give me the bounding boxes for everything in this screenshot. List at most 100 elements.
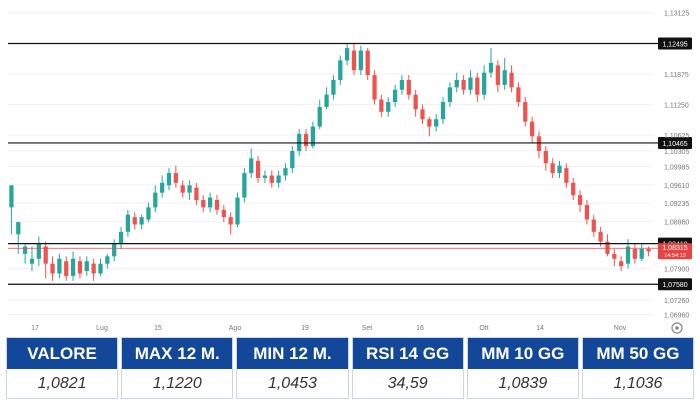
candle [523, 97, 528, 127]
candle [276, 170, 281, 188]
stat-header: VALORE [7, 338, 118, 369]
x-tick-label: 14 [536, 325, 544, 332]
stat-value: 1,0821 [7, 369, 118, 398]
candle [468, 70, 473, 95]
y-tick-label: 1,09610 [664, 183, 689, 190]
level-badge [658, 136, 692, 149]
candle [482, 65, 487, 100]
candle [406, 75, 411, 100]
candle [269, 170, 274, 188]
candle [475, 72, 480, 103]
candle [262, 170, 268, 183]
stat-mm-10gg: MM 10 GG 1,0839 [466, 337, 579, 399]
stat-header: MM 10 GG [467, 338, 578, 369]
stat-mm-50gg: MM 50 GG 1,1036 [581, 337, 695, 399]
candle [488, 48, 494, 78]
candle [619, 256, 624, 272]
y-tick-label: 1,07260 [664, 298, 689, 305]
stat-value: 1,1036 [582, 369, 694, 398]
candle [173, 165, 178, 188]
candle [290, 146, 295, 174]
y-tick-label: 1,11250 [664, 102, 689, 109]
candlestick-series [9, 43, 651, 281]
candle [516, 82, 521, 107]
candle [571, 177, 576, 200]
level-label: 1,12495 [662, 42, 687, 49]
candle [557, 160, 562, 178]
candle [112, 239, 117, 262]
candle [639, 244, 644, 262]
stat-value: 1,0453 [237, 369, 348, 398]
stat-rsi-14gg: RSI 14 GG 34,59 [351, 337, 464, 399]
current-price-badge [658, 243, 692, 260]
candle [324, 87, 329, 110]
candle [303, 128, 309, 152]
candle [36, 236, 41, 267]
candle [434, 114, 439, 132]
y-tick-label: 1,10305 [664, 149, 689, 156]
level-badge [658, 37, 692, 50]
candle [358, 45, 363, 76]
x-tick-label: 19 [301, 325, 309, 332]
candle [77, 256, 83, 279]
candle [132, 212, 137, 230]
candle [125, 209, 131, 237]
x-tick-label: 16 [416, 325, 424, 332]
candle [577, 190, 583, 213]
candle [584, 200, 590, 225]
x-tick-label: 17 [31, 325, 39, 332]
candle [365, 48, 370, 80]
candle [440, 97, 446, 125]
y-tick-label: 1,09235 [664, 201, 689, 208]
candle [221, 204, 226, 223]
candle [379, 94, 384, 117]
candle [529, 116, 535, 144]
candle [317, 99, 322, 129]
candle [536, 131, 542, 159]
candle [235, 192, 240, 227]
x-tick-label: Set [362, 325, 373, 332]
candle [495, 60, 500, 93]
stat-header: RSI 14 GG [352, 338, 463, 369]
candle [146, 202, 151, 223]
candle [386, 97, 391, 117]
stat-value: 1,1220 [122, 369, 233, 398]
x-tick-label: 15 [154, 325, 162, 332]
candle [372, 70, 377, 105]
candle [550, 158, 555, 178]
gear-icon[interactable] [671, 322, 683, 334]
current-price-label: 1,08315 [662, 245, 687, 252]
candle [249, 148, 254, 178]
candle [564, 163, 569, 188]
candle [57, 253, 62, 279]
y-tick-label: 1,09985 [664, 164, 689, 171]
candle [29, 246, 35, 272]
stat-min-12m: MIN 12 M. 1,0453 [236, 337, 349, 399]
stat-max-12m: MAX 12 M. 1,1220 [121, 337, 234, 399]
candle [70, 251, 76, 281]
candle [605, 234, 610, 257]
level-label: 1,07580 [662, 282, 687, 289]
candle [392, 84, 398, 107]
level-badge [658, 278, 692, 291]
candle [43, 241, 48, 279]
stat-header: MAX 12 M. [122, 338, 233, 369]
candle [50, 256, 55, 281]
x-axis: 17 Lug 15 Ago 19 Set 16 Ott 14 Nov [31, 325, 627, 332]
candle [153, 185, 158, 213]
candle [84, 256, 89, 276]
candle [543, 146, 548, 171]
candle [399, 75, 405, 95]
candle [180, 180, 185, 198]
chart-grid [8, 12, 652, 316]
y-axis: 1,13125 1,11875 1,11250 1,10625 1,10305 1,099… [664, 11, 689, 320]
y-tick-label: 1,07900 [664, 267, 689, 274]
candle [9, 185, 14, 235]
stat-value: 1,0839 [467, 369, 578, 398]
y-tick-label: 1,08860 [664, 220, 689, 227]
candle [105, 253, 110, 269]
y-tick-label: 1,13125 [664, 11, 689, 18]
candle [427, 116, 432, 137]
support-resistance-lines: 1,124951,104651,084101,075801,0831514:54… [8, 37, 692, 291]
candle [447, 82, 453, 107]
